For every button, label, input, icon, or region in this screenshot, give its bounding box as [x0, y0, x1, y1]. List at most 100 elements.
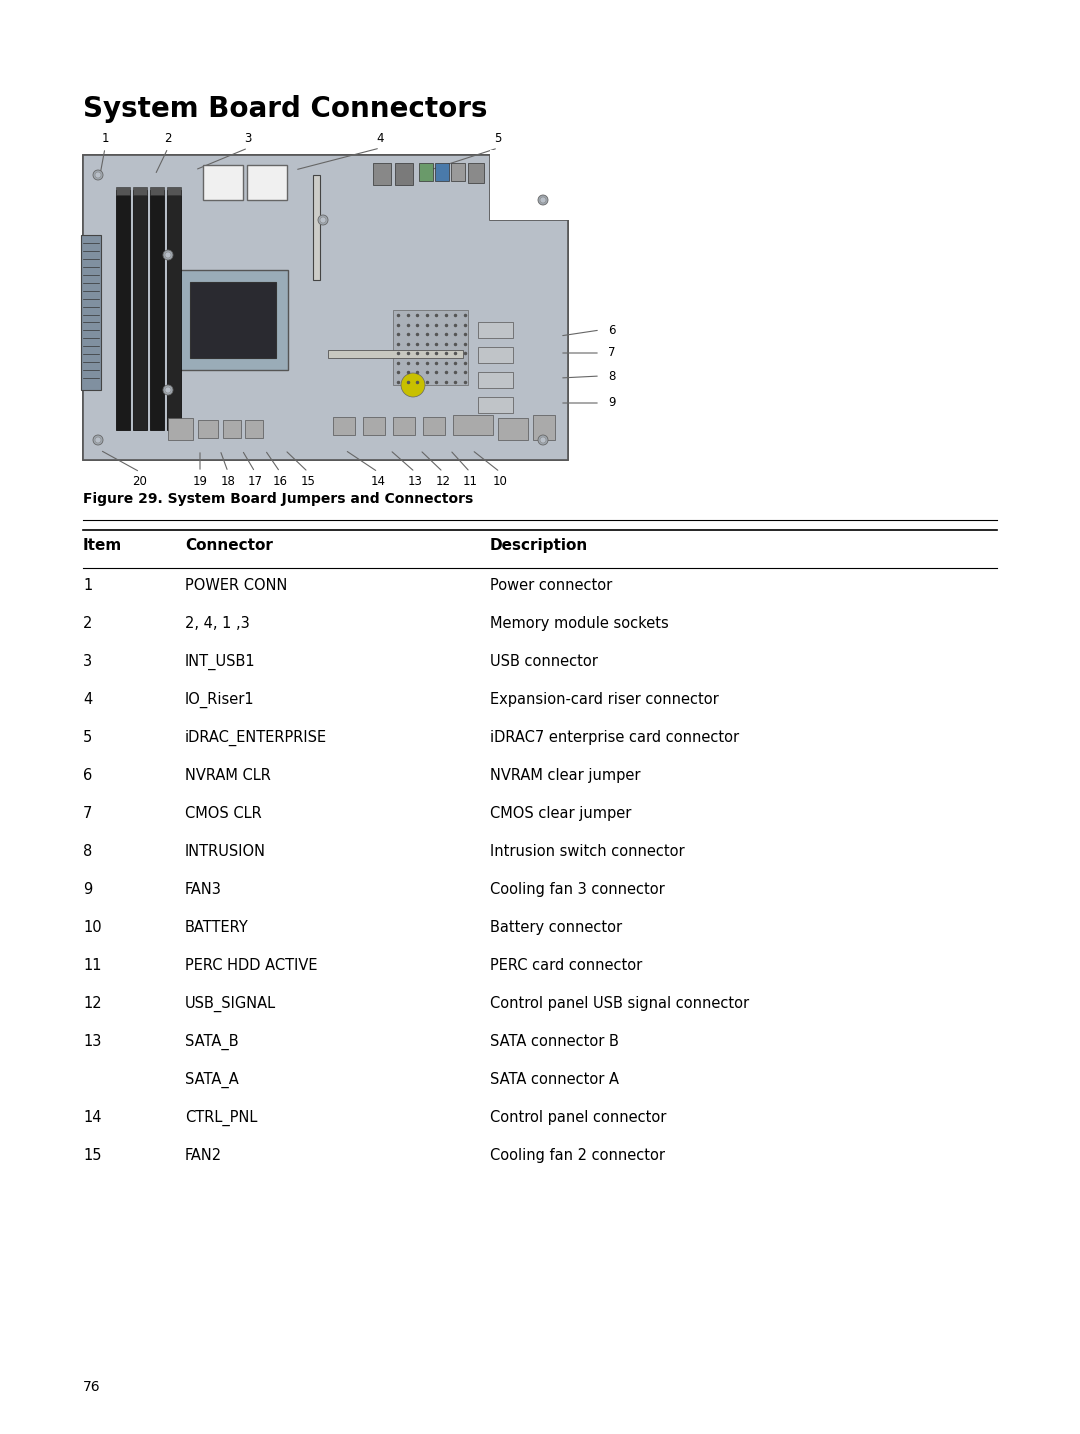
Bar [83, 155, 568, 460]
Bar [453, 414, 492, 435]
Bar [423, 417, 445, 435]
Text: POWER CONN: POWER CONN [185, 578, 287, 594]
Text: 2: 2 [164, 132, 172, 145]
Text: 2: 2 [83, 617, 93, 631]
Bar [150, 189, 164, 430]
Circle shape [320, 217, 326, 224]
Bar [116, 189, 130, 430]
Bar [498, 417, 528, 440]
Text: Figure 29. System Board Jumpers and Connectors: Figure 29. System Board Jumpers and Conn… [83, 492, 473, 506]
Circle shape [93, 171, 103, 181]
Text: 13: 13 [407, 475, 422, 488]
Text: 19: 19 [192, 475, 207, 488]
Text: Expansion-card riser connector: Expansion-card riser connector [490, 693, 719, 707]
Bar [328, 350, 463, 358]
Text: 1: 1 [102, 132, 109, 145]
Bar [203, 165, 243, 199]
Text: 1: 1 [83, 578, 92, 594]
Text: Memory module sockets: Memory module sockets [490, 617, 669, 631]
Text: Item: Item [83, 538, 122, 554]
Text: Power connector: Power connector [490, 578, 612, 594]
Text: 10: 10 [492, 475, 508, 488]
Bar [313, 175, 320, 280]
Text: 4: 4 [83, 693, 92, 707]
Text: 76: 76 [83, 1380, 100, 1394]
Circle shape [163, 250, 173, 260]
Bar [247, 165, 287, 199]
Text: IO_Riser1: IO_Riser1 [185, 693, 255, 708]
Circle shape [93, 435, 103, 445]
Text: 20: 20 [133, 475, 148, 488]
Text: SATA connector A: SATA connector A [490, 1073, 619, 1087]
Circle shape [165, 252, 171, 258]
Text: 10: 10 [83, 921, 102, 935]
Bar [363, 417, 384, 435]
Bar [393, 310, 468, 384]
Bar [468, 163, 484, 184]
Bar [451, 163, 465, 181]
Text: 12: 12 [435, 475, 450, 488]
Text: 3: 3 [83, 654, 92, 670]
Text: 5: 5 [495, 132, 502, 145]
Text: SATA_B: SATA_B [185, 1034, 239, 1050]
Bar [393, 417, 415, 435]
Text: PERC card connector: PERC card connector [490, 958, 643, 974]
Text: 12: 12 [83, 997, 102, 1011]
Text: 13: 13 [83, 1034, 102, 1050]
Bar [419, 163, 433, 181]
Circle shape [318, 215, 328, 225]
Text: 9: 9 [83, 882, 92, 898]
Circle shape [538, 435, 548, 445]
Text: NVRAM CLR: NVRAM CLR [185, 769, 271, 783]
Bar [178, 270, 288, 370]
Bar [190, 282, 276, 358]
Text: 4: 4 [376, 132, 383, 145]
Text: 15: 15 [300, 475, 315, 488]
Text: INT_USB1: INT_USB1 [185, 654, 256, 670]
Bar [245, 420, 264, 437]
Bar [478, 323, 513, 338]
Text: 2, 4, 1 ,3: 2, 4, 1 ,3 [185, 617, 249, 631]
Text: SATA_A: SATA_A [185, 1073, 239, 1088]
Text: INTRUSION: INTRUSION [185, 845, 266, 859]
Text: Cooling fan 3 connector: Cooling fan 3 connector [490, 882, 665, 898]
Text: CTRL_PNL: CTRL_PNL [185, 1110, 257, 1126]
Text: Connector: Connector [185, 538, 273, 554]
Text: 14: 14 [370, 475, 386, 488]
Circle shape [540, 437, 546, 443]
Text: 6: 6 [608, 324, 616, 337]
Bar [478, 347, 513, 363]
Text: 7: 7 [608, 347, 616, 360]
Text: FAN2: FAN2 [185, 1149, 222, 1163]
Text: FAN3: FAN3 [185, 882, 221, 898]
Text: 17: 17 [247, 475, 262, 488]
Text: CMOS clear jumper: CMOS clear jumper [490, 806, 632, 822]
Text: 5: 5 [83, 730, 92, 746]
Text: 16: 16 [272, 475, 287, 488]
Text: Cooling fan 2 connector: Cooling fan 2 connector [490, 1149, 665, 1163]
Text: Description: Description [490, 538, 589, 554]
Text: USB_SIGNAL: USB_SIGNAL [185, 997, 276, 1012]
Text: 15: 15 [83, 1149, 102, 1163]
Text: 8: 8 [83, 845, 92, 859]
Text: PERC HDD ACTIVE: PERC HDD ACTIVE [185, 958, 318, 974]
Bar [133, 186, 147, 195]
Bar [490, 155, 568, 219]
Text: 3: 3 [244, 132, 252, 145]
Bar [168, 417, 193, 440]
Bar [490, 151, 573, 219]
Circle shape [95, 172, 102, 178]
Bar [373, 163, 391, 185]
Bar [478, 371, 513, 389]
Bar [133, 189, 147, 430]
Text: NVRAM clear jumper: NVRAM clear jumper [490, 769, 640, 783]
Text: 11: 11 [462, 475, 477, 488]
Bar [116, 186, 130, 195]
Text: USB connector: USB connector [490, 654, 598, 670]
Text: iDRAC7 enterprise card connector: iDRAC7 enterprise card connector [490, 730, 739, 746]
Text: SATA connector B: SATA connector B [490, 1034, 619, 1050]
Text: System Board Connectors: System Board Connectors [83, 95, 487, 123]
Circle shape [163, 384, 173, 394]
Text: 18: 18 [220, 475, 235, 488]
Text: 7: 7 [83, 806, 93, 822]
